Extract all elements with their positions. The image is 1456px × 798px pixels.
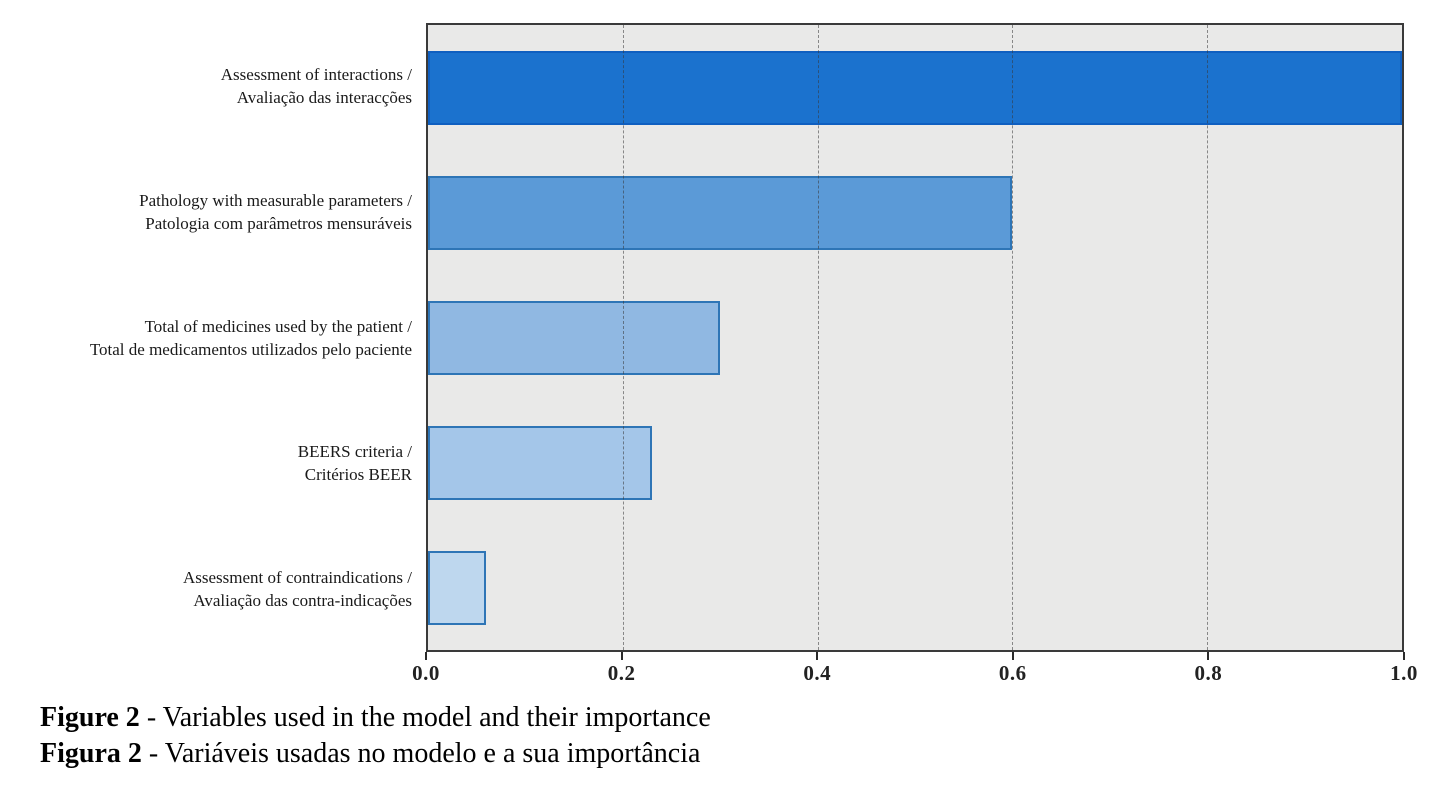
category-label-pt: Critérios BEER bbox=[304, 465, 412, 485]
caption-text-pt: - Variáveis usadas no modelo e a sua imp… bbox=[141, 738, 701, 769]
category-label-pt: Patologia com parâmetros mensuráveis bbox=[145, 213, 412, 233]
caption-line-en: Figure 2 - Variables used in the model a… bbox=[40, 700, 711, 736]
bar bbox=[428, 550, 487, 625]
category-label-pt: Avaliação das interacções bbox=[236, 87, 412, 107]
plot-area bbox=[426, 23, 1404, 652]
x-tick-mark bbox=[1403, 652, 1405, 660]
x-tick-label: 0.8 bbox=[1194, 661, 1223, 685]
x-tick-label: 0.2 bbox=[607, 661, 636, 685]
caption-label-pt: Figura 2 bbox=[40, 738, 142, 769]
bar bbox=[428, 175, 1013, 250]
caption-label-en: Figure 2 bbox=[40, 702, 140, 733]
category-label-en: Pathology with measurable parameters / bbox=[139, 190, 412, 210]
x-tick-label: 0.0 bbox=[412, 661, 440, 685]
category-label-pt: Total de medicamentos utilizados pelo pa… bbox=[89, 339, 412, 359]
category-label: Assessment of interactions / Avaliação da… bbox=[0, 63, 412, 109]
bar bbox=[428, 425, 653, 500]
category-label-en: BEERS criteria / bbox=[297, 442, 412, 462]
x-tick-mark bbox=[425, 652, 427, 660]
x-tick-mark bbox=[1011, 652, 1014, 660]
x-tick-label: 1.0 bbox=[1390, 661, 1418, 685]
x-tick-mark bbox=[620, 652, 623, 660]
x-tick-label: 0.4 bbox=[803, 661, 832, 685]
x-tick-label: 0.6 bbox=[998, 661, 1027, 685]
x-axis: 0.0 0.2 0.4 0.6 0.8 1.0 bbox=[412, 652, 1417, 692]
category-label-en: Total of medicines used by the patient / bbox=[144, 316, 412, 336]
caption-text-en: - Variables used in the model and their … bbox=[139, 702, 711, 733]
category-label: Pathology with measurable parameters / Pa… bbox=[0, 189, 412, 235]
x-tick-mark bbox=[816, 652, 819, 660]
figure-caption: Figure 2 - Variables used in the model a… bbox=[40, 700, 711, 772]
category-label: Total of medicines used by the patient /… bbox=[0, 315, 412, 361]
category-labels: Assessment of interactions / Avaliação da… bbox=[0, 23, 412, 652]
bar bbox=[428, 50, 1402, 125]
x-tick-mark bbox=[1207, 652, 1210, 660]
category-label-en: Assessment of interactions / bbox=[220, 64, 412, 84]
category-label: BEERS criteria / Critérios BEER bbox=[0, 440, 412, 486]
category-label-pt: Avaliação das contra-indicações bbox=[193, 591, 412, 611]
category-label: Assessment of contraindications / Avaliaç… bbox=[0, 566, 412, 612]
caption-line-pt: Figura 2 - Variáveis usadas no modelo e … bbox=[40, 736, 711, 772]
category-label-en: Assessment of contraindications / bbox=[183, 568, 412, 588]
bar bbox=[428, 300, 721, 375]
